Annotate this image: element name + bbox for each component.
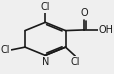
Text: N: N bbox=[41, 57, 49, 67]
Text: Cl: Cl bbox=[70, 57, 79, 67]
Text: OH: OH bbox=[98, 25, 113, 35]
Text: O: O bbox=[80, 8, 87, 18]
Text: Cl: Cl bbox=[1, 45, 10, 55]
Text: Cl: Cl bbox=[40, 2, 50, 12]
